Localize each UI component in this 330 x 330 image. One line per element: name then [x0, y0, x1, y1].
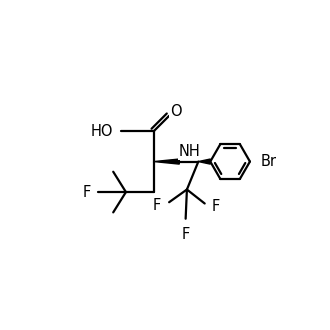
Text: NH: NH [179, 145, 200, 159]
Text: F: F [182, 227, 190, 242]
Text: HO: HO [90, 123, 113, 139]
Text: O: O [170, 104, 182, 119]
Polygon shape [154, 159, 179, 164]
Text: F: F [212, 199, 220, 214]
Text: F: F [153, 198, 161, 213]
Text: F: F [82, 184, 91, 200]
Polygon shape [198, 159, 210, 164]
Text: Br: Br [261, 154, 277, 169]
